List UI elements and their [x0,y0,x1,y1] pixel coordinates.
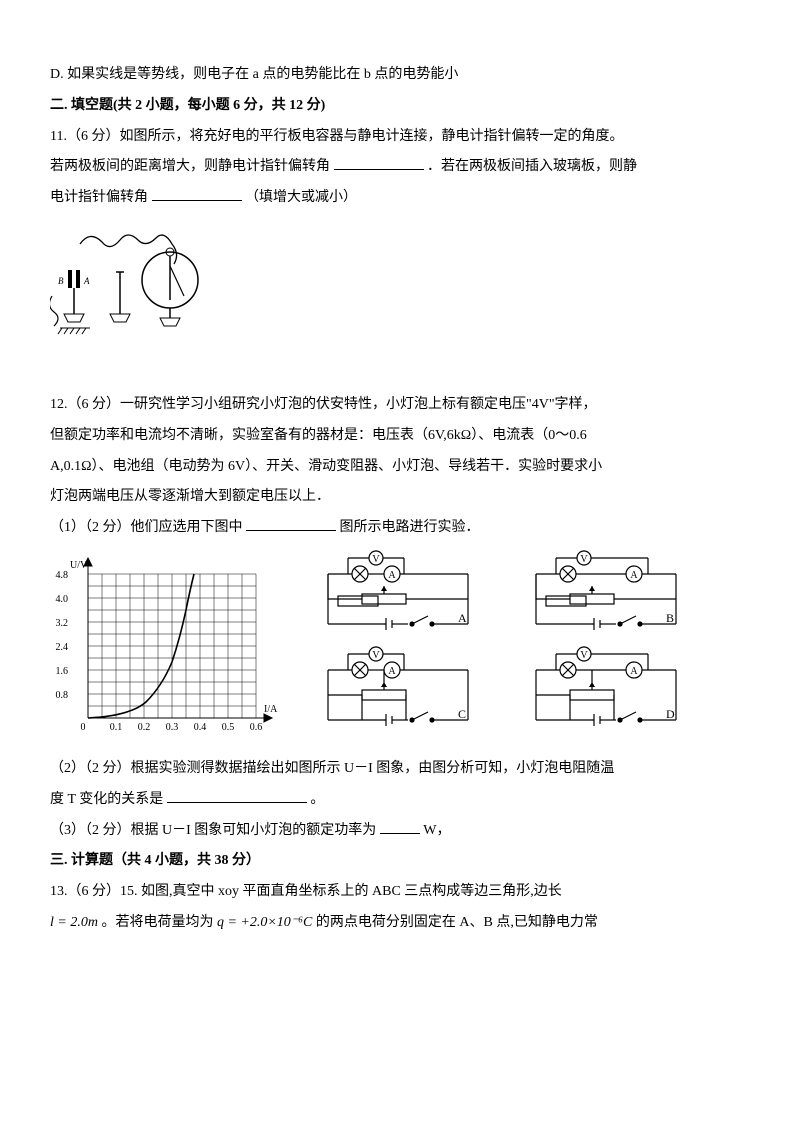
q13-l2a: l = 2.0m [50,915,98,930]
ui-graph: U/V 0.8 1.6 2.4 3.2 4.0 4.8 0 0.1 0.2 0.… [50,550,280,740]
svg-text:D: D [666,707,675,721]
xlabel: I/A [264,704,278,715]
q11-line3: 电计指针偏转角 （填增大或减小） [50,183,750,214]
q12-l1: 12.（6 分）一研究性学习小组研究小灯泡的伏安特性，小灯泡上标有额定电压"4V… [50,390,750,421]
svg-text:A: A [388,666,396,677]
svg-text:A: A [630,666,638,677]
circuit-D: A V D [516,646,696,734]
svg-text:V: V [372,650,380,661]
svg-text:1.6: 1.6 [56,666,69,677]
q12-p3: （3）（2 分）根据 U－I 图象可知小灯泡的额定功率为 W， [50,816,750,847]
q13-l1: 13.（6 分）15. 如图,真空中 xoy 平面直角坐标系上的 ABC 三点构… [50,877,750,908]
q12-p3a: （3）（2 分）根据 U－I 图象可知小灯泡的额定功率为 [50,823,376,838]
q12-p3b: W， [423,823,450,838]
q11-figure: B A [50,222,750,342]
q12-p2b-line: 度 T 变化的关系是 。 [50,785,750,816]
q11-line1: 11.（6 分）如图所示，将充好电的平行板电容器与静电计连接，静电计指针偏转一定… [50,122,750,153]
svg-text:0.6: 0.6 [250,722,263,733]
q12-p1a: （1）（2 分）他们应选用下图中 [50,520,243,535]
circuit-A: AVA [308,550,488,638]
svg-text:A: A [630,570,638,581]
svg-text:2.4: 2.4 [56,642,69,653]
q13-l2d: 的两点电荷分别固定在 A、B 点,已知静电力常 [316,915,598,930]
svg-text:V: V [580,650,588,661]
circuit-B: A V B [516,550,696,638]
q11-line3b: （填增大或减小） [245,190,357,205]
svg-text:0: 0 [81,722,86,733]
q13-l2c: q = +2.0×10⁻⁶C [217,915,312,930]
q11-line3a: 电计指针偏转角 [50,190,148,205]
circuit-grid: AVA AVB AVC AVD [308,550,696,734]
svg-text:V: V [372,554,380,565]
svg-text:0.3: 0.3 [166,722,179,733]
q12-blank1 [246,515,336,531]
q12-blank2 [167,786,307,802]
svg-text:B: B [58,276,64,286]
q11-blank2 [152,185,242,201]
svg-text:0.4: 0.4 [194,722,207,733]
svg-text:0.1: 0.1 [110,722,123,733]
q12-p2: （2）（2 分）根据实验测得数据描绘出如图所示 U－I 图象，由图分析可知，小灯… [50,754,750,785]
q12-p1b: 图所示电路进行实验． [340,520,480,535]
q11-line2: 若两极板间的距离增大，则静电计指针偏转角 ．若在两极板间插入玻璃板，则静 [50,152,750,183]
q12-l4: 灯泡两端电压从零逐渐增大到额定电压以上． [50,482,750,513]
spacer2 [50,740,750,754]
electroscope-diagram: B A [50,222,230,342]
q12-p1: （1）（2 分）他们应选用下图中 图所示电路进行实验． [50,513,750,544]
q12-blank3 [380,817,420,833]
q12-l3: A,0.1Ω）、电池组（电动势为 6V）、开关、滑动变阻器、小灯泡、导线若干．实… [50,452,750,483]
svg-text:3.2: 3.2 [56,618,69,629]
q12-figures: U/V 0.8 1.6 2.4 3.2 4.0 4.8 0 0.1 0.2 0.… [50,550,750,740]
svg-text:B: B [666,611,674,625]
svg-text:4.0: 4.0 [56,594,69,605]
q12-p2b: 度 T 变化的关系是 [50,792,163,807]
q12-l2: 但额定功率和电流均不清晰，实验室备有的器材是：电压表（6V,6kΩ）、电流表（0… [50,421,750,452]
ylabel: U/V [70,560,88,571]
svg-text:4.8: 4.8 [56,570,69,581]
section-2-heading: 二. 填空题(共 2 小题，每小题 6 分，共 12 分) [50,91,750,122]
svg-text:V: V [580,554,588,565]
circuit-C: AV C [308,646,488,734]
svg-text:A: A [83,276,90,286]
q12-p2c: 。 [310,792,324,807]
svg-text:A: A [388,570,396,581]
section-3-heading: 三. 计算题（共 4 小题，共 38 分） [50,846,750,877]
q13-l2: l = 2.0m 。若将电荷量均为 q = +2.0×10⁻⁶C 的两点电荷分别… [50,908,750,939]
svg-text:0.5: 0.5 [222,722,235,733]
q12-p2a: （2）（2 分）根据实验测得数据描绘出如图所示 U－I 图象，由图分析可知，小灯… [50,761,614,776]
q11-line2a: 若两极板间的距离增大，则静电计指针偏转角 [50,159,330,174]
svg-text:A: A [458,611,467,625]
spacer [50,362,750,390]
svg-text:0.8: 0.8 [56,690,69,701]
q11-line2b: ．若在两极板间插入玻璃板，则静 [427,159,637,174]
option-d: D. 如果实线是等势线，则电子在 a 点的电势能比在 b 点的电势能小 [50,60,750,91]
svg-text:C: C [458,707,466,721]
svg-text:0.2: 0.2 [138,722,151,733]
q11-blank1 [334,154,424,170]
q13-l2b: 。若将电荷量均为 [101,915,213,930]
